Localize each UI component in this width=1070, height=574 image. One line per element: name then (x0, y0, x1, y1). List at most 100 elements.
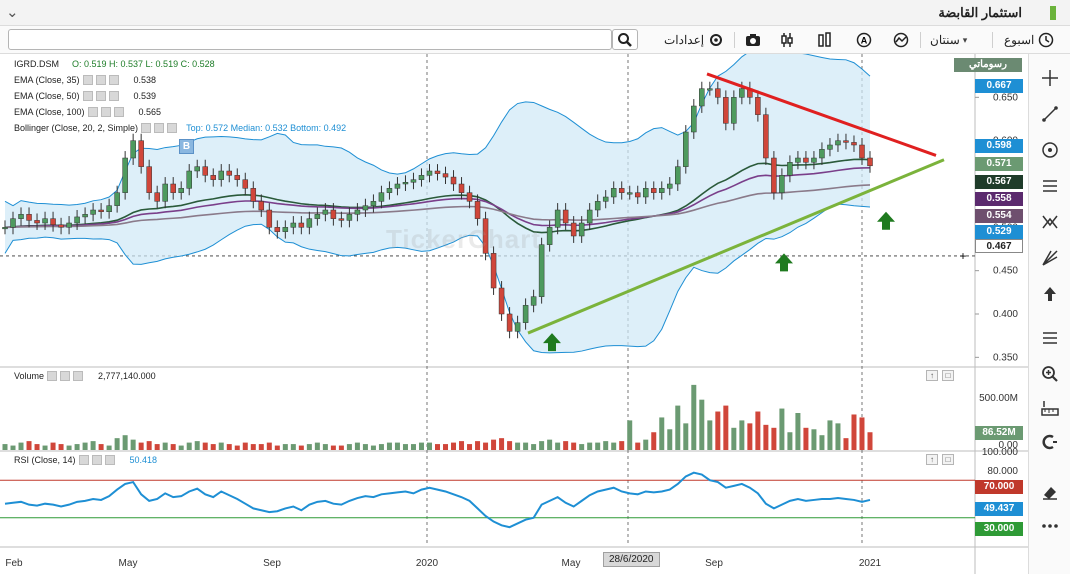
volume-bar (643, 439, 649, 450)
bollinger-lower-line (4, 203, 871, 354)
candle-body (290, 222, 297, 228)
candle-body (370, 201, 377, 206)
candlestick-icon (778, 31, 796, 49)
more-dots-icon (1042, 524, 1058, 528)
settings-icon[interactable] (100, 107, 111, 117)
visibility-icon[interactable] (82, 75, 93, 85)
auto-scale-button[interactable]: A (855, 30, 873, 50)
pane-restore-button[interactable]: □ (942, 370, 954, 381)
settings-icon[interactable] (95, 91, 106, 101)
pattern-tool-button[interactable] (1038, 210, 1062, 234)
volume-bar (571, 442, 577, 450)
zoom-tool-button[interactable] (1038, 362, 1062, 386)
candle-body (538, 244, 545, 297)
bar-type-button[interactable] (816, 30, 834, 50)
y-tick-label: 0.350 (993, 352, 1018, 363)
eraser-tool-button[interactable] (1038, 480, 1062, 504)
candle-body (122, 157, 128, 193)
candle-body (490, 253, 497, 289)
my-drawings-button[interactable]: رسوماتي (954, 58, 1022, 72)
interval-selector[interactable]: اسبوع (1004, 30, 1055, 50)
settings-icon[interactable] (154, 123, 165, 133)
legend-volume-value: 2,777,140.000 (98, 371, 156, 381)
volume-bar (771, 427, 777, 450)
candle-type-button[interactable] (778, 30, 796, 50)
pane-maximize-button[interactable]: ↑ (926, 370, 938, 381)
candle-body (90, 209, 96, 215)
settings-label: إعدادات (664, 33, 705, 47)
legend-bollinger: Bollinger (Close, 20, 2, Simple) Top: 0.… (14, 121, 346, 135)
screenshot-button[interactable] (744, 30, 762, 50)
settings-icon[interactable] (95, 75, 106, 85)
candle-body (154, 192, 160, 202)
candle-body (410, 179, 417, 183)
volume-bar (683, 423, 689, 450)
window-titlebar: ⌄ استثمار القابضة (0, 0, 1070, 26)
search-button[interactable] (612, 29, 638, 50)
candle-body (434, 170, 441, 174)
visibility-icon[interactable] (82, 91, 93, 101)
crosshair-tool-button[interactable] (1038, 66, 1062, 90)
close-icon[interactable] (167, 123, 178, 133)
visibility-icon[interactable] (141, 123, 152, 133)
arrow-tool-button[interactable] (1038, 282, 1062, 306)
buy-signal-badge[interactable]: B (179, 139, 194, 154)
close-icon[interactable] (108, 91, 119, 101)
volume-bar (250, 444, 256, 450)
symbol-search-input[interactable] (8, 29, 612, 50)
pane-restore-button[interactable]: □ (942, 454, 954, 465)
measure-tool-button[interactable] (1038, 396, 1062, 420)
volume-bar (531, 444, 537, 450)
indicator-wave-icon (892, 31, 910, 49)
volume-bar (346, 444, 352, 450)
volume-bar (435, 444, 440, 450)
price-tag: 0.571 (975, 157, 1023, 171)
volume-bar (162, 442, 168, 450)
volume-bar (26, 441, 32, 450)
candle-body (811, 157, 817, 163)
collapse-chevron-icon[interactable]: ⌄ (6, 4, 19, 21)
legend-ema35: EMA (Close, 35) 0.538 (14, 73, 156, 87)
price-chart[interactable]: +0.6500.6000.5500.5000.4500.4000.350500.… (0, 54, 1028, 574)
candle-body (642, 188, 649, 198)
volume-tag: 86.52M (975, 426, 1023, 440)
close-icon[interactable] (104, 455, 115, 465)
pane-maximize-button[interactable]: ↑ (926, 454, 938, 465)
legend-ema50: EMA (Close, 50) 0.539 (14, 89, 156, 103)
volume-bar (154, 444, 160, 450)
visibility-icon[interactable] (78, 455, 89, 465)
indicators-button[interactable] (892, 30, 910, 50)
watermark-text: TickerChart (386, 224, 542, 254)
circle-tool-button[interactable] (1038, 138, 1062, 162)
more-options-button[interactable] (1038, 514, 1062, 538)
visibility-icon[interactable] (47, 371, 58, 381)
volume-bar (611, 442, 617, 450)
gann-tool-button[interactable] (1038, 246, 1062, 270)
volume-bar (322, 444, 328, 450)
range-selector[interactable]: سنتان ▾ (930, 30, 967, 50)
close-icon[interactable] (113, 107, 124, 117)
volume-bar (274, 445, 280, 450)
volume-bar (443, 444, 449, 450)
candle-body (755, 97, 761, 115)
fibonacci-tool-button[interactable] (1038, 174, 1062, 198)
visibility-icon[interactable] (87, 107, 98, 117)
legend-bollinger-values: Top: 0.572 Median: 0.532 Bottom: 0.492 (186, 123, 347, 133)
close-icon[interactable] (108, 75, 119, 85)
volume-bar (715, 411, 721, 450)
list-tool-button[interactable] (1038, 326, 1062, 350)
volume-bar (675, 405, 681, 450)
trendline-tool-button[interactable] (1038, 102, 1062, 126)
volume-bar (499, 438, 505, 450)
x-axis-label: 2020 (416, 558, 439, 569)
volume-bar (835, 423, 841, 450)
ema50-line (4, 167, 871, 229)
settings-icon[interactable] (91, 455, 102, 465)
volume-bar (475, 441, 481, 450)
settings-button[interactable]: إعدادات (664, 30, 725, 50)
close-icon[interactable] (73, 371, 84, 381)
settings-icon[interactable] (60, 371, 71, 381)
volume-bar (635, 442, 641, 450)
volume-bar (418, 442, 424, 450)
magnet-tool-button[interactable] (1038, 430, 1062, 454)
